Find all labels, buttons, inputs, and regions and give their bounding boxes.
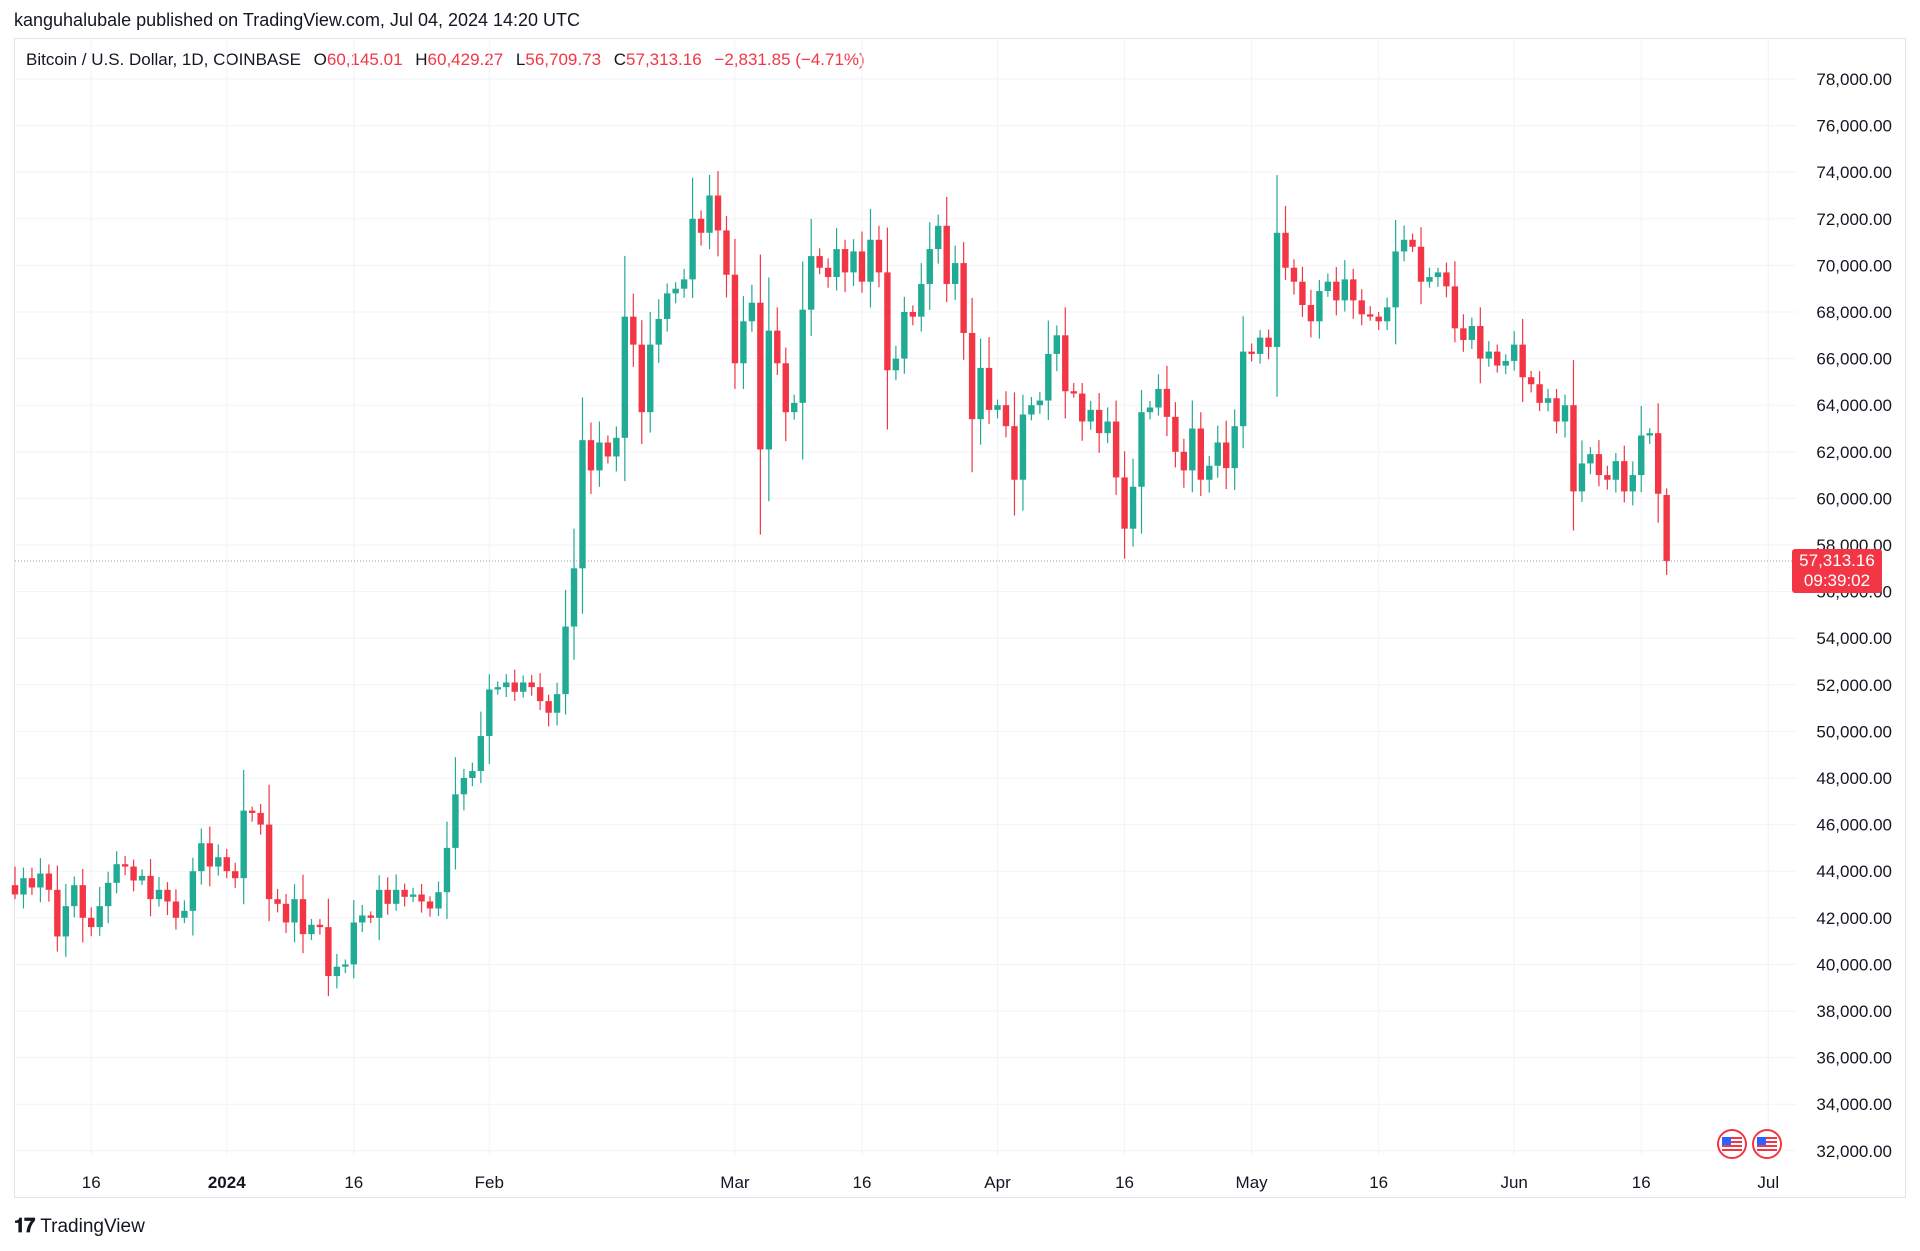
us-flag-event-icon[interactable]	[1752, 1129, 1782, 1159]
close-value: 57,313.16	[626, 50, 702, 69]
open-value: 60,145.01	[326, 50, 403, 69]
footer-brand: TradingView	[40, 1215, 145, 1237]
close-label: C	[613, 50, 627, 69]
symbol-name: Bitcoin / U.S. Dollar, 1D, COINBASE	[26, 50, 301, 69]
symbol-legend: Bitcoin / U.S. Dollar, 1D, COINBASE O60,…	[26, 50, 865, 70]
bar-countdown: 09:39:02	[1803, 571, 1871, 590]
last-price-text: 57,313.16	[1799, 551, 1875, 570]
chart-frame[interactable]	[14, 38, 1906, 1198]
last-price-tag: 57,313.16 09:39:02	[1792, 549, 1882, 593]
tradingview-logo-icon: 𝟏𝟕	[14, 1215, 35, 1237]
high-label: H	[415, 50, 428, 69]
us-flag-event-icon[interactable]	[1717, 1129, 1747, 1159]
open-label: O	[313, 50, 327, 69]
low-value: 56,709.73	[525, 50, 602, 69]
high-value: 60,429.27	[427, 50, 504, 69]
publisher-line: kanguhalubale published on TradingView.c…	[14, 10, 581, 30]
change-value: −2,831.85 (−4.71%)	[714, 50, 865, 69]
footer: 𝟏𝟕 TradingView	[14, 1215, 145, 1238]
low-label: L	[515, 50, 526, 69]
